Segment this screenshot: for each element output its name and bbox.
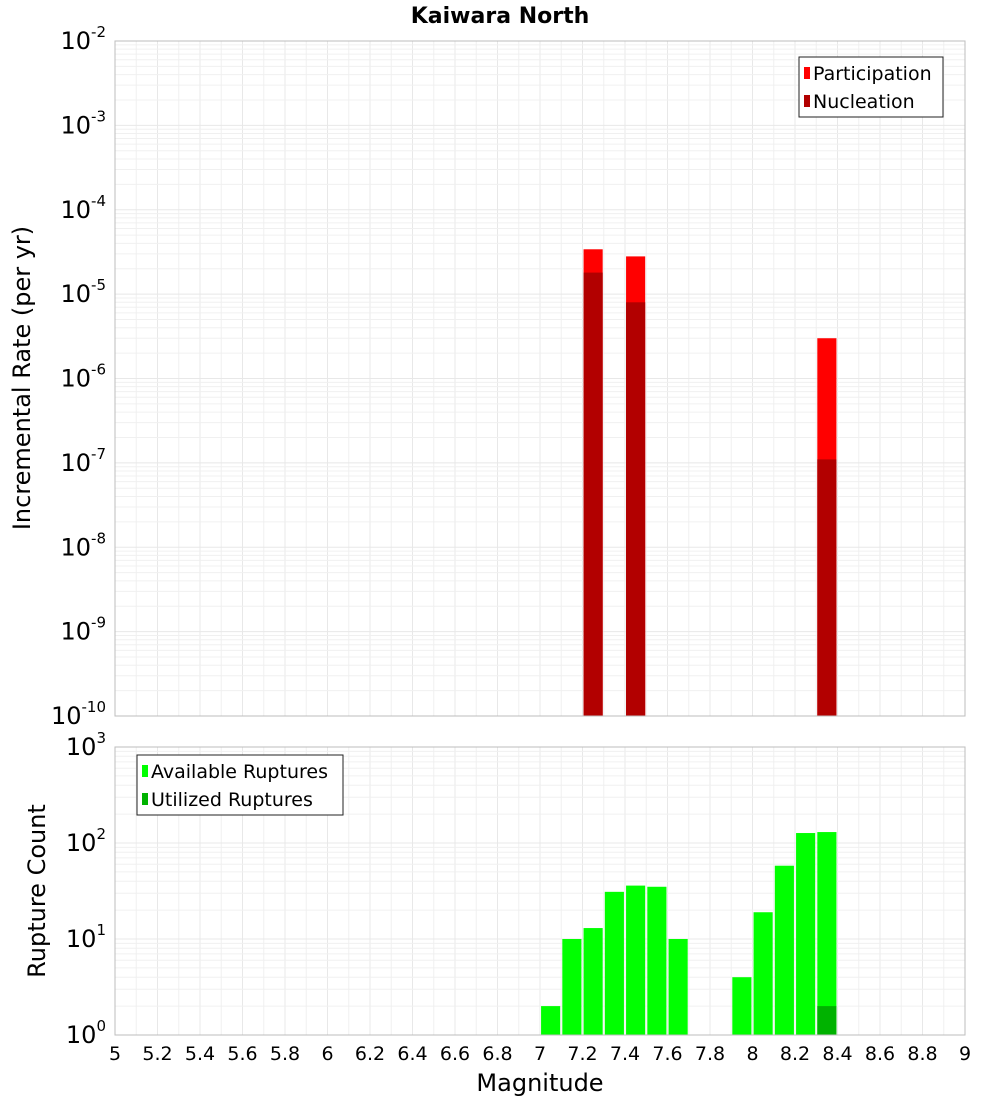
x-tick-label: 6.8 [482, 1043, 512, 1065]
legend-swatch [142, 765, 148, 777]
x-tick-label: 5.8 [270, 1043, 300, 1065]
x-tick-label: 5.2 [142, 1043, 172, 1065]
y-tick-label: 10-5 [60, 276, 106, 308]
x-tick-label: 5 [109, 1043, 121, 1065]
plot-frame-1 [114, 746, 966, 1036]
x-tick-label: 8.6 [865, 1043, 895, 1065]
x-tick-label: 8.8 [907, 1043, 937, 1065]
x-tick-label: 7.4 [610, 1043, 640, 1065]
bar-nucleation [583, 272, 603, 716]
series-nucleation [583, 272, 837, 716]
x-tick-label: 8 [746, 1043, 758, 1065]
bar-available-ruptures [626, 885, 646, 1035]
y-tick-label: 10-10 [51, 698, 106, 730]
plot-frame-0 [114, 40, 966, 717]
y-tick-label: 102 [66, 825, 106, 857]
bar-available-ruptures [817, 832, 837, 1035]
bar-available-ruptures [647, 886, 667, 1035]
y-tick-label: 10-4 [60, 192, 106, 224]
legend-label: Participation [813, 63, 932, 85]
bar-available-ruptures [796, 833, 816, 1035]
y-tick-label: 10-6 [60, 361, 106, 393]
legend-swatch [142, 793, 148, 805]
bar-available-ruptures [753, 912, 773, 1035]
series-utilized-ruptures [817, 1006, 837, 1035]
y-tick-label: 10-9 [60, 614, 106, 646]
bar-nucleation [626, 302, 646, 716]
x-tick-label: 5.6 [227, 1043, 257, 1065]
bar-available-ruptures [541, 1006, 561, 1035]
y-tick-label: 10-8 [60, 529, 106, 561]
legend-swatch [804, 95, 810, 107]
legend-label: Available Ruptures [151, 761, 328, 783]
top-y-axis-label: Incremental Rate (per yr) [8, 226, 36, 530]
x-tick-label: 6.2 [355, 1043, 385, 1065]
legend-label: Nucleation [813, 91, 915, 113]
bar-nucleation [817, 459, 837, 716]
x-axis-label: Magnitude [476, 1069, 603, 1097]
x-tick-label: 9 [959, 1043, 971, 1065]
legend-1: Available Ruptures Utilized Ruptures [136, 754, 344, 816]
bar-available-ruptures [604, 891, 624, 1035]
legend-swatch [804, 67, 810, 79]
x-tick-label: 8.2 [780, 1043, 810, 1065]
y-tick-label: 101 [66, 921, 106, 953]
x-tick-label: 6.4 [397, 1043, 427, 1065]
x-tick-label: 6 [321, 1043, 333, 1065]
bar-available-ruptures [668, 939, 688, 1035]
y-tick-label: 10-7 [60, 445, 106, 477]
x-tick-label: 5.4 [185, 1043, 215, 1065]
x-tick-label: 7.2 [567, 1043, 597, 1065]
legend-label: Utilized Ruptures [151, 789, 313, 811]
bottom-y-axis-label: Rupture Count [23, 804, 51, 978]
bar-available-ruptures [732, 977, 752, 1035]
chart-title: Kaiwara North [411, 4, 590, 29]
x-tick-label: 6.6 [440, 1043, 470, 1065]
x-tick-label: 8.4 [822, 1043, 852, 1065]
x-tick-label: 7.6 [652, 1043, 682, 1065]
y-tick-label: 103 [66, 729, 106, 761]
y-tick-label: 100 [66, 1017, 106, 1049]
grid-panel-0 [114, 41, 966, 717]
x-tick-label: 7.8 [695, 1043, 725, 1065]
series-available-ruptures [541, 832, 837, 1035]
legend-box [136, 754, 344, 816]
legend-box [798, 56, 944, 118]
y-tick-label: 10-2 [60, 23, 106, 55]
y-tick-label: 10-3 [60, 107, 106, 139]
bar-available-ruptures [562, 939, 582, 1035]
x-tick-label: 7 [534, 1043, 546, 1065]
bar-available-ruptures [774, 865, 794, 1035]
legend-0: Participation Nucleation [798, 56, 944, 118]
bar-utilized-ruptures [817, 1006, 837, 1035]
bar-available-ruptures [583, 928, 603, 1035]
